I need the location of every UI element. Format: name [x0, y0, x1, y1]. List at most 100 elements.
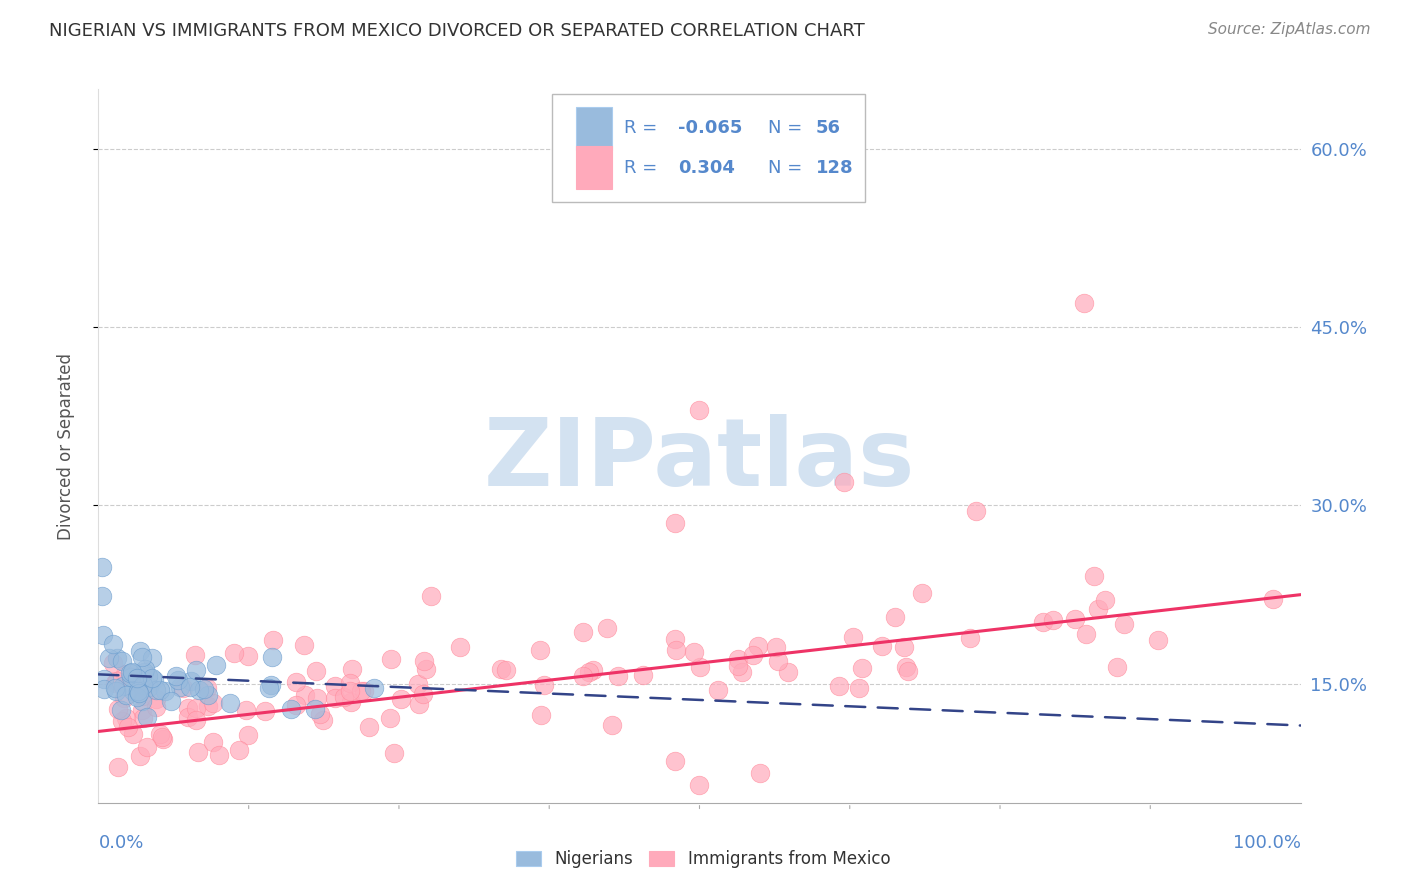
- Point: [236, 728, 259, 742]
- Point: [870, 639, 893, 653]
- Point: [449, 640, 471, 654]
- Text: Source: ZipAtlas.com: Source: ZipAtlas.com: [1208, 22, 1371, 37]
- Point: [363, 681, 385, 695]
- Point: [145, 691, 167, 706]
- Point: [533, 678, 555, 692]
- Point: [104, 684, 127, 698]
- Point: [201, 696, 224, 710]
- Point: [184, 701, 207, 715]
- Point: [309, 706, 332, 721]
- Point: [169, 680, 191, 694]
- Point: [1083, 569, 1105, 583]
- Point: [165, 668, 187, 682]
- Point: [689, 778, 711, 792]
- Point: [115, 711, 138, 725]
- Point: [380, 652, 402, 666]
- Point: [187, 682, 209, 697]
- Point: [776, 665, 799, 680]
- Point: [132, 689, 155, 703]
- Text: N =: N =: [768, 159, 808, 177]
- Point: [93, 682, 115, 697]
- Point: [489, 662, 512, 676]
- Point: [132, 681, 155, 696]
- Point: [910, 585, 932, 599]
- FancyBboxPatch shape: [551, 95, 865, 202]
- Point: [664, 516, 686, 531]
- Point: [105, 674, 128, 689]
- Point: [122, 684, 145, 698]
- Point: [389, 692, 412, 706]
- Point: [184, 663, 207, 677]
- Point: [1074, 627, 1097, 641]
- Point: [1087, 602, 1109, 616]
- Point: [129, 749, 152, 764]
- Point: [842, 630, 865, 644]
- Point: [136, 709, 159, 723]
- Point: [114, 688, 136, 702]
- Point: [406, 677, 429, 691]
- Text: -0.065: -0.065: [678, 120, 742, 137]
- Point: [197, 689, 219, 703]
- Point: [600, 718, 623, 732]
- Point: [107, 702, 129, 716]
- Point: [665, 643, 688, 657]
- Point: [141, 651, 163, 665]
- Point: [333, 690, 356, 704]
- Point: [689, 660, 711, 674]
- Point: [141, 671, 163, 685]
- Point: [111, 714, 134, 728]
- Y-axis label: Divorced or Separated: Divorced or Separated: [56, 352, 75, 540]
- Text: R =: R =: [624, 159, 662, 177]
- Point: [150, 730, 173, 744]
- Point: [280, 702, 302, 716]
- Point: [382, 747, 405, 761]
- Point: [664, 632, 686, 647]
- Point: [177, 701, 200, 715]
- Point: [727, 659, 749, 673]
- Point: [222, 646, 245, 660]
- Point: [172, 681, 194, 695]
- Point: [312, 714, 335, 728]
- Point: [149, 727, 172, 741]
- Point: [571, 624, 593, 639]
- Point: [596, 621, 619, 635]
- Point: [664, 754, 686, 768]
- Point: [195, 681, 218, 696]
- Point: [91, 589, 114, 603]
- FancyBboxPatch shape: [575, 107, 612, 150]
- Point: [420, 589, 443, 603]
- Point: [1114, 617, 1136, 632]
- Point: [104, 676, 127, 690]
- Point: [571, 669, 593, 683]
- Point: [305, 691, 328, 706]
- Point: [235, 704, 257, 718]
- Point: [896, 660, 918, 674]
- Text: 0.304: 0.304: [678, 159, 735, 177]
- Point: [350, 684, 373, 698]
- Text: R =: R =: [624, 120, 662, 137]
- Point: [253, 704, 276, 718]
- Point: [339, 684, 361, 698]
- Point: [339, 676, 361, 690]
- Text: N =: N =: [768, 120, 808, 137]
- Point: [91, 560, 114, 574]
- Point: [111, 679, 134, 693]
- Point: [412, 654, 434, 668]
- Point: [177, 709, 200, 723]
- Point: [748, 766, 770, 780]
- Text: NIGERIAN VS IMMIGRANTS FROM MEXICO DIVORCED OR SEPARATED CORRELATION CHART: NIGERIAN VS IMMIGRANTS FROM MEXICO DIVOR…: [49, 22, 865, 40]
- Point: [153, 683, 176, 698]
- Point: [145, 699, 167, 714]
- Point: [340, 662, 363, 676]
- Point: [228, 743, 250, 757]
- Point: [132, 711, 155, 725]
- Point: [128, 686, 150, 700]
- Point: [848, 681, 870, 696]
- Point: [160, 694, 183, 708]
- Point: [107, 759, 129, 773]
- Point: [325, 680, 347, 694]
- Point: [292, 639, 315, 653]
- Point: [132, 678, 155, 692]
- Point: [110, 703, 132, 717]
- Point: [236, 648, 259, 663]
